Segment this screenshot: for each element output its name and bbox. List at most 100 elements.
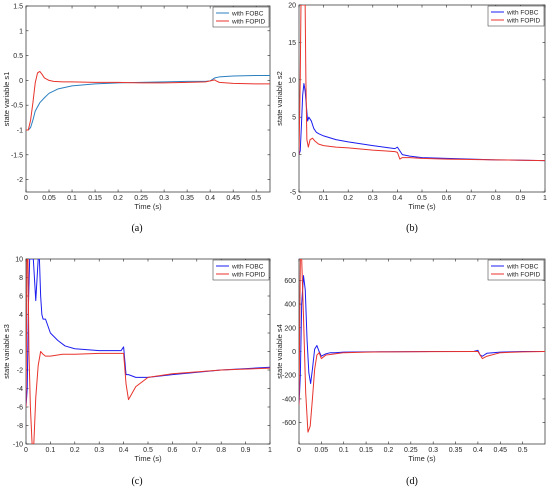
legend-box xyxy=(212,6,270,28)
series-line-fopid xyxy=(299,259,545,433)
x-tick-label: 0.7 xyxy=(466,195,476,202)
series-line-fobc xyxy=(26,259,270,408)
x-tick-label: 0.3 xyxy=(428,447,438,454)
x-tick-label: 0.6 xyxy=(442,195,452,202)
panel-caption: (b) xyxy=(406,223,418,234)
series-line-fobc xyxy=(299,83,545,162)
x-tick-label: 0.45 xyxy=(226,195,240,202)
x-tick-label: 0.2 xyxy=(70,447,80,454)
x-tick-label: 1 xyxy=(268,447,272,454)
y-tick-label: -200 xyxy=(282,373,296,380)
x-tick-label: 0.25 xyxy=(404,447,418,454)
x-tick-label: 0.1 xyxy=(67,195,77,202)
y-tick-label: 15 xyxy=(288,40,296,47)
x-tick-label: 0.05 xyxy=(42,195,56,202)
x-tick-label: 0.3 xyxy=(368,195,378,202)
y-tick-label: -5 xyxy=(290,190,296,197)
x-tick-label: 0.8 xyxy=(491,195,501,202)
y-tick-label: -600 xyxy=(282,420,296,427)
chart-panel-1: 0 0.05 0.1 0.15 0.2 0.25 0.3 0.35 0.4 0.45 0.5 -2 -1… xyxy=(2,4,271,234)
legend-box xyxy=(487,259,545,281)
x-tick-label: 0.2 xyxy=(384,447,394,454)
legend-entry: with FOBC xyxy=(231,263,264,270)
x-tick-label: 0.1 xyxy=(339,447,349,454)
legend-entry: with FOBC xyxy=(231,10,264,17)
chart-panel-3: 0 0.1 0.2 0.3 0.4 0.5 0.6 0.7 0.8 0.9 1 -10 -8 -6 -4 -2… xyxy=(2,257,272,488)
y-tick-label: 0.5 xyxy=(13,53,23,60)
plot-area xyxy=(25,258,271,445)
legend-entry: with FOPID xyxy=(506,271,541,278)
y-tick-label: 200 xyxy=(284,325,296,332)
series-line-fobc xyxy=(299,275,545,405)
y-tick-label: 0 xyxy=(292,152,296,159)
series-line-fopid xyxy=(26,70,270,131)
y-tick-label: 1 xyxy=(19,28,23,35)
y-tick-label: 4 xyxy=(19,312,23,319)
panel-caption: (a) xyxy=(131,223,142,234)
x-tick-label: 0.05 xyxy=(315,447,329,454)
y-axis-label: state variable s2 xyxy=(275,71,284,126)
y-tick-label: 20 xyxy=(288,3,296,10)
x-tick-label: 0.5 xyxy=(518,447,528,454)
chart-panel-4: 0 0.05 0.1 0.15 0.2 0.25 0.3 0.35 0.4 0.45 0.5 -600… xyxy=(275,258,546,487)
x-tick-label: 0.9 xyxy=(516,195,526,202)
y-tick-label: -2 xyxy=(17,368,23,375)
y-tick-label: -1 xyxy=(17,128,23,135)
series-line-fopid xyxy=(26,259,270,444)
legend-entry: with FOPID xyxy=(506,17,541,24)
x-tick-label: 0.2 xyxy=(113,195,123,202)
x-tick-label: 0.45 xyxy=(493,447,507,454)
x-tick-label: 0.8 xyxy=(216,447,226,454)
x-tick-label: 0.35 xyxy=(180,195,194,202)
series-line-fopid xyxy=(299,5,545,162)
y-tick-label: 0 xyxy=(19,78,23,85)
x-tick-label: 0.4 xyxy=(205,195,215,202)
x-tick-label: 0.4 xyxy=(119,447,129,454)
x-tick-label: 1 xyxy=(543,195,547,202)
x-tick-label: 0.5 xyxy=(251,195,261,202)
y-tick-label: 0 xyxy=(19,349,23,356)
chart-panel-2: 0 0.1 0.2 0.3 0.4 0.5 0.6 0.7 0.8 0.9 1-505101520T… xyxy=(275,3,547,235)
y-axis-label: state variable s1 xyxy=(2,72,11,127)
x-axis-label: Time (s) xyxy=(408,202,436,211)
x-tick-label: 0.1 xyxy=(319,195,329,202)
x-tick-label: 0 xyxy=(297,195,301,202)
x-tick-label: 0.6 xyxy=(168,447,178,454)
y-tick-label: -2 xyxy=(17,177,23,184)
x-tick-label: 0 xyxy=(297,447,301,454)
x-tick-label: 0.5 xyxy=(417,195,427,202)
plot-area xyxy=(25,5,271,193)
x-tick-label: 0.4 xyxy=(473,447,483,454)
x-tick-label: 0.35 xyxy=(449,447,463,454)
x-tick-label: 0.15 xyxy=(359,447,373,454)
y-axis-label: state variable s4 xyxy=(275,324,284,379)
x-axis-label: Time (s) xyxy=(134,202,162,211)
x-tick-label: 0.7 xyxy=(192,447,202,454)
y-tick-label: 5 xyxy=(292,115,296,122)
panel-caption: (c) xyxy=(131,476,142,487)
y-tick-label: -400 xyxy=(282,396,296,403)
legend-entry: with FOBC xyxy=(506,263,539,270)
x-axis-label: Time (s) xyxy=(408,454,436,463)
y-tick-label: 10 xyxy=(288,77,296,84)
legend-box xyxy=(487,5,545,27)
x-tick-label: 0.1 xyxy=(46,447,56,454)
y-tick-label: 400 xyxy=(284,302,296,309)
x-tick-label: 0.3 xyxy=(159,195,169,202)
y-tick-label: 10 xyxy=(15,257,23,264)
y-tick-label: 8 xyxy=(19,275,23,282)
x-axis-label: Time (s) xyxy=(134,454,162,463)
legend-entry: with FOPID xyxy=(231,18,266,25)
y-tick-label: -8 xyxy=(17,423,23,430)
y-tick-label: 2 xyxy=(19,331,23,338)
y-tick-label: -0.5 xyxy=(11,103,23,110)
x-tick-label: 0.5 xyxy=(143,447,153,454)
x-tick-label: 0 xyxy=(24,447,28,454)
y-tick-label: -1.5 xyxy=(11,152,23,159)
x-tick-label: 0.4 xyxy=(393,195,403,202)
